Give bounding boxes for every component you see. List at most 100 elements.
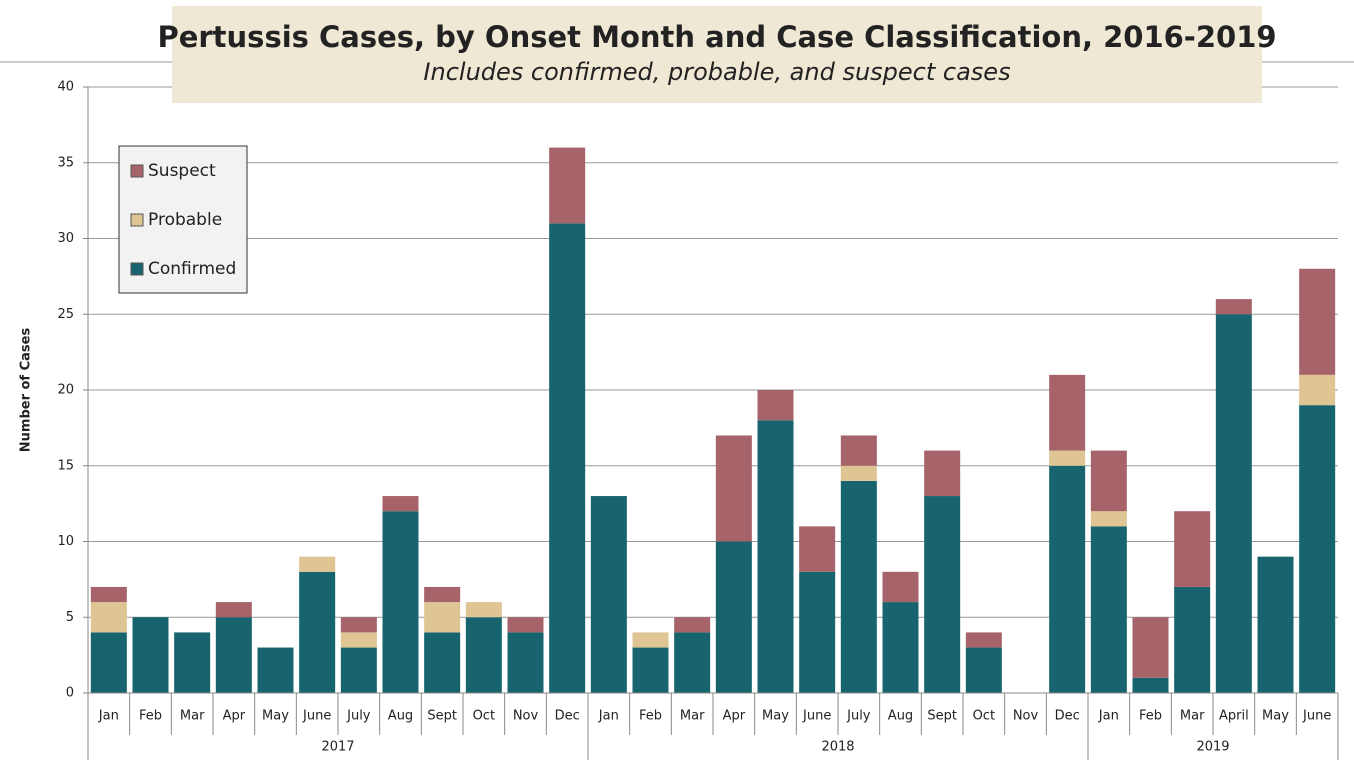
bar-segment [632, 647, 669, 693]
bar-segment [340, 617, 377, 633]
bar-segment [215, 617, 252, 693]
x-tick-label: June [302, 709, 331, 724]
bar-segment [257, 647, 294, 693]
bar-segment [340, 647, 377, 693]
bar-segment [90, 602, 127, 633]
bar-segment [1174, 511, 1211, 587]
group-label: 2017 [321, 740, 354, 755]
bar-segment [1049, 450, 1086, 466]
bar-segment [965, 647, 1002, 693]
y-tick-label: 30 [57, 231, 74, 246]
bar-segment [924, 450, 961, 497]
x-tick-label: May [762, 709, 789, 724]
bar-segment [424, 586, 461, 603]
legend-swatch [130, 262, 144, 276]
y-axis-label: Number of Cases [19, 328, 34, 453]
bars [90, 147, 1336, 693]
bar-segment [1090, 526, 1127, 693]
bar-segment [840, 480, 877, 693]
bar-segment [1090, 450, 1127, 512]
bar-segment [132, 617, 169, 693]
bar-segment [1132, 677, 1169, 693]
x-tick-label: Feb [1139, 709, 1162, 724]
bar-segment [882, 571, 919, 603]
grid [88, 86, 1338, 694]
group-label: 2018 [821, 740, 854, 755]
legend-swatch [130, 213, 144, 227]
y-tick-label: 10 [57, 534, 74, 549]
bar-segment [549, 147, 586, 224]
bar-segment [507, 617, 544, 633]
x-tick-label: Jan [98, 709, 119, 724]
bar-segment [1049, 465, 1086, 693]
x-tick-label: Mar [180, 709, 205, 724]
bar-segment [590, 496, 627, 693]
x-tick-label: Dec [555, 709, 580, 724]
bar-segment [465, 602, 502, 618]
chart-title: Pertussis Cases, by Onset Month and Case… [157, 20, 1276, 54]
bar-segment [840, 465, 877, 481]
legend-swatch [130, 164, 144, 178]
bar-segment [1132, 617, 1169, 678]
x-tick-label: Oct [973, 709, 995, 724]
bar-segment [299, 571, 336, 693]
y-tick-label: 25 [57, 307, 74, 322]
y-tick-label: 15 [57, 458, 74, 473]
bar-segment [1257, 556, 1294, 693]
bar-segment [215, 602, 252, 618]
bar-segment [424, 602, 461, 633]
y-tick-label: 40 [57, 80, 74, 95]
bar-segment [1215, 299, 1252, 315]
bar-segment [1215, 314, 1252, 693]
bar-segment [90, 632, 127, 693]
bar-segment [757, 420, 794, 693]
bar-segment [1174, 586, 1211, 693]
bar-segment [424, 632, 461, 693]
legend-label: Suspect [148, 161, 216, 181]
x-tick-label: Sept [427, 709, 457, 724]
x-tick-label: Mar [1180, 709, 1205, 724]
bar-segment [90, 586, 127, 603]
title-box [172, 6, 1262, 103]
x-tick-label: June [802, 709, 831, 724]
bar-segment [924, 496, 961, 693]
bar-segment [465, 617, 502, 693]
bar-segment [882, 602, 919, 693]
x-tick-label: Sept [927, 709, 957, 724]
y-tick-label: 20 [57, 383, 74, 398]
bar-segment [507, 632, 544, 693]
y-tick-label: 35 [57, 155, 74, 170]
x-tick-label: July [846, 709, 871, 724]
bar-segment [1299, 374, 1336, 406]
x-tick-label: July [346, 709, 371, 724]
legend: Suspect Probable Confirmed [118, 145, 248, 294]
y-tick-label: 0 [66, 686, 74, 701]
bar-segment [799, 571, 836, 693]
bar-segment [715, 435, 752, 542]
bar-segment [1090, 511, 1127, 527]
bar-segment [840, 435, 877, 466]
x-tick-label: Aug [388, 709, 413, 724]
bar-segment [174, 632, 211, 693]
x-tick-label: May [1262, 709, 1289, 724]
x-tick-label: Oct [473, 709, 495, 724]
legend-label: Confirmed [148, 259, 236, 279]
x-tick-label: Feb [639, 709, 662, 724]
bar-segment [674, 632, 711, 693]
x-tick-label: April [1219, 709, 1249, 724]
bar-segment [382, 511, 419, 693]
x-tick-label: Nov [1013, 709, 1039, 724]
bar-segment [715, 541, 752, 693]
axes: 0 5 10 15 20 25 30 35 40 Jan Feb Mar Apr May June July A… [57, 80, 1339, 760]
bar-segment [382, 496, 419, 512]
bar-segment [299, 556, 336, 572]
bar-segment [1049, 374, 1086, 451]
x-tick-label: Apr [223, 709, 246, 724]
bar-segment [549, 223, 586, 693]
bar-segment [674, 617, 711, 633]
x-tick-label: Nov [513, 709, 539, 724]
bar-segment [632, 632, 669, 648]
x-tick-label: May [262, 709, 289, 724]
x-tick-label: Apr [723, 709, 746, 724]
